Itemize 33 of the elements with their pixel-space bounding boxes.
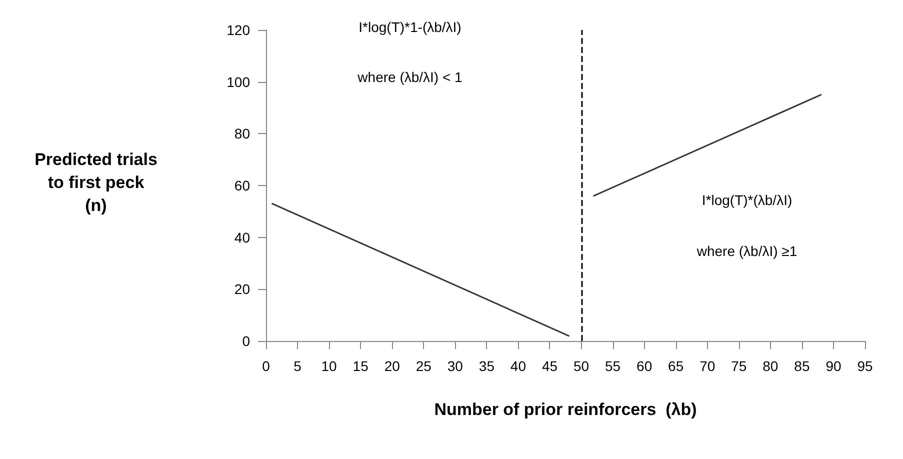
annotation: I*log(T)*1-(λb/λI): [358, 19, 462, 35]
x-tick-label: 25: [416, 358, 432, 374]
x-tick-label: 50: [573, 358, 590, 374]
x-tick-label: 10: [321, 358, 338, 374]
x-tick-label: 55: [605, 358, 621, 374]
x-tick-label: 95: [857, 358, 873, 374]
x-tick-label: 20: [384, 358, 400, 374]
x-tick-label: 0: [262, 358, 270, 374]
x-tick-label: 30: [447, 358, 464, 374]
y-axis-title: Predicted trials to first peck (n): [34, 150, 158, 215]
annotation: I*log(T)*(λb/λI): [702, 192, 792, 208]
y-tick-label: 0: [242, 333, 250, 349]
x-tick-label: 40: [510, 358, 526, 374]
y-tick-label: 40: [234, 229, 250, 246]
y-tick-label: 100: [226, 74, 250, 90]
annotation: where (λb/λI) < 1: [356, 69, 463, 85]
x-tick-label: 65: [668, 358, 684, 374]
x-tick-label: 75: [731, 358, 747, 374]
y-tick-label: 20: [234, 281, 250, 298]
y-tick-label: 80: [234, 126, 250, 142]
x-tick-label: 80: [762, 358, 778, 374]
y-tick-label: 120: [226, 22, 250, 38]
x-tick-label: 5: [294, 358, 302, 374]
x-tick-label: 35: [478, 358, 495, 374]
x-tick-label: 70: [700, 358, 716, 374]
y-tick-label: 60: [234, 178, 250, 194]
x-tick-label: 15: [352, 358, 369, 374]
x-tick-label: 90: [826, 358, 842, 374]
x-tick-label: 60: [636, 358, 652, 374]
x-tick-label: 45: [542, 358, 558, 374]
x-axis-title: Number of prior reinforcers (λb): [434, 400, 697, 419]
x-tick-label: 85: [794, 358, 810, 374]
annotation: where (λb/λI) ≥1: [696, 243, 798, 259]
